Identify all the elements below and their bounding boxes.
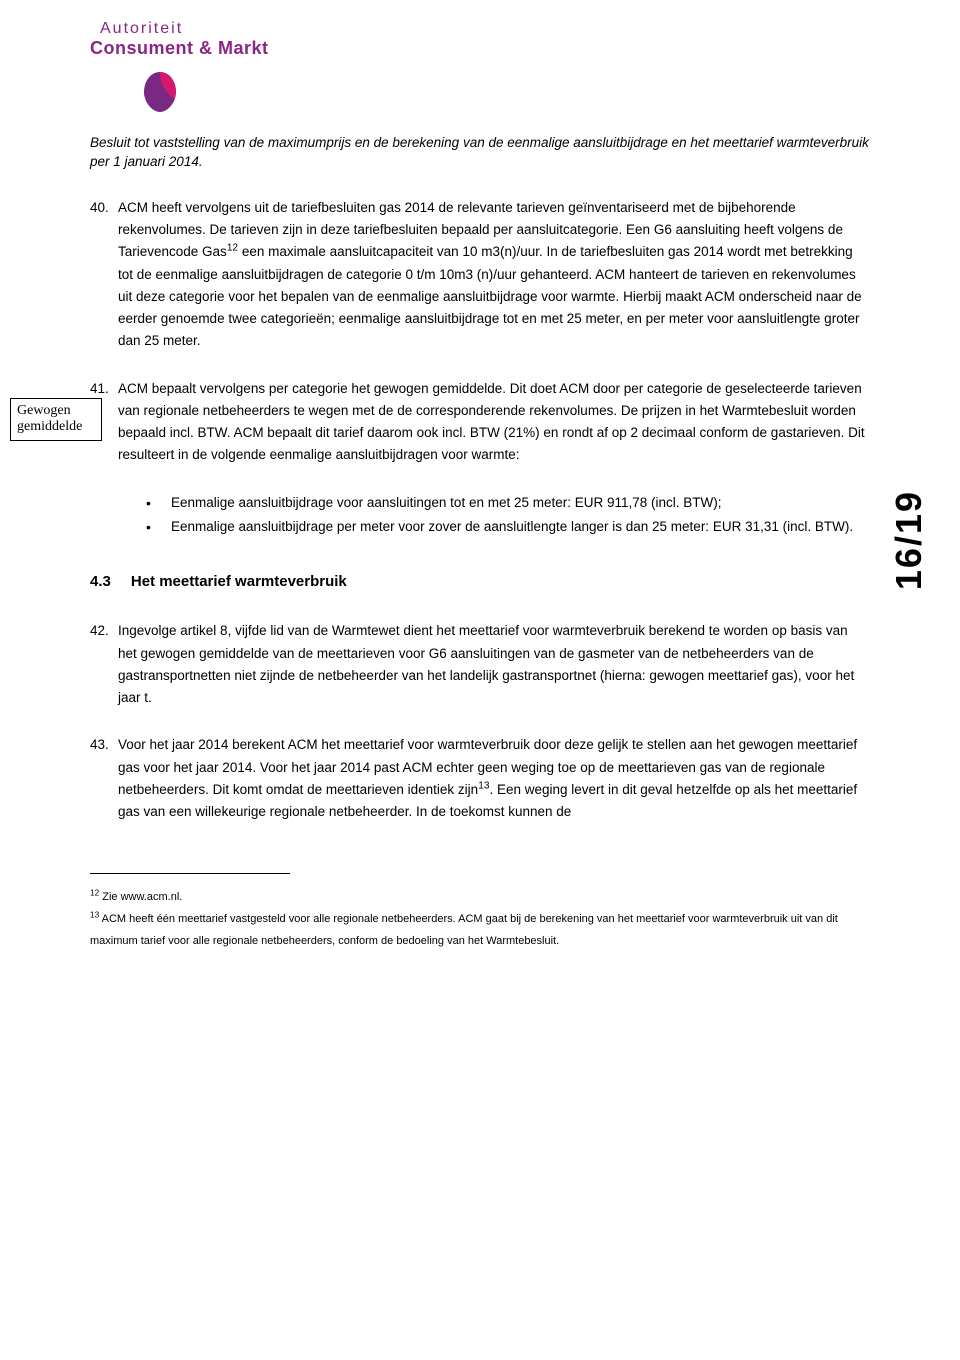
document-title: Besluit tot vaststelling van de maximump… bbox=[90, 134, 870, 172]
footnote-number: 13 bbox=[90, 911, 99, 920]
footnote-13: 13 ACM heeft één meettarief vastgesteld … bbox=[90, 908, 870, 952]
footnote-text: ACM heeft één meettarief vastgesteld voo… bbox=[90, 913, 838, 947]
para-text: Ingevolge artikel 8, vijfde lid van de W… bbox=[118, 620, 870, 709]
paragraph-43: 43. Voor het jaar 2014 berekent ACM het … bbox=[90, 734, 870, 823]
paragraph-40: 40. ACM heeft vervolgens uit de tariefbe… bbox=[90, 197, 870, 353]
para-text: ACM bepaalt vervolgens per categorie het… bbox=[118, 378, 870, 467]
logo-line2: Consument & Markt bbox=[90, 38, 870, 59]
section-number: 4.3 bbox=[90, 573, 111, 590]
paragraph-41: Gewogen gemiddelde 41. ACM bepaalt vervo… bbox=[90, 378, 870, 467]
bullet-list: Eenmalige aansluitbijdrage voor aansluit… bbox=[146, 492, 870, 539]
para-number: 43. bbox=[90, 734, 109, 756]
footnote-text: Zie www.acm.nl. bbox=[99, 891, 182, 903]
logo-block: Autoriteit Consument & Markt bbox=[90, 20, 870, 119]
paragraph-42: 42. Ingevolge artikel 8, vijfde lid van … bbox=[90, 620, 870, 709]
section-heading: 4.3 Het meettarief warmteverbruik bbox=[90, 573, 870, 590]
logo-icon bbox=[140, 64, 870, 119]
para-text: ACM heeft vervolgens uit de tariefbeslui… bbox=[118, 197, 870, 353]
page-number: 16/19 bbox=[888, 490, 930, 590]
section-title: Het meettarief warmteverbruik bbox=[131, 573, 347, 590]
para-number: 42. bbox=[90, 620, 109, 642]
bullet-item: Eenmalige aansluitbijdrage voor aansluit… bbox=[146, 492, 870, 514]
bullet-item: Eenmalige aansluitbijdrage per meter voo… bbox=[146, 516, 870, 538]
para-number: 41. bbox=[90, 378, 109, 400]
logo-line1: Autoriteit bbox=[100, 20, 870, 38]
para-text: Voor het jaar 2014 berekent ACM het meet… bbox=[118, 734, 870, 823]
footnote-12: 12 Zie www.acm.nl. bbox=[90, 886, 870, 908]
footnote-rule bbox=[90, 873, 290, 874]
para-number: 40. bbox=[90, 197, 109, 219]
footnote-number: 12 bbox=[90, 889, 99, 898]
margin-label: Gewogen gemiddelde bbox=[10, 398, 102, 442]
